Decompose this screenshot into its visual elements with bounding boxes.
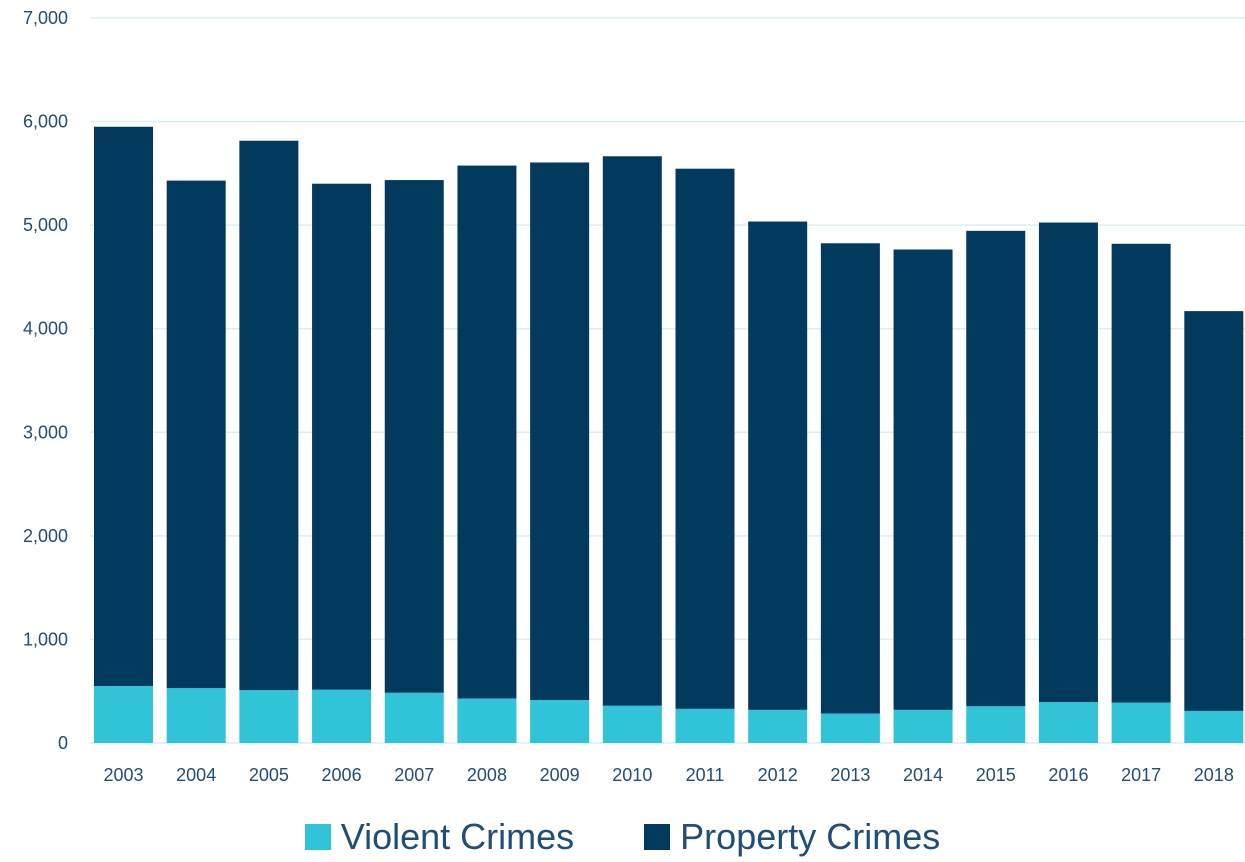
- bar-violent-2016: [1038, 702, 1098, 743]
- y-tick-label: 4,000: [23, 319, 68, 339]
- legend-swatch-property: [644, 824, 671, 850]
- bar-property-2018: [1184, 311, 1244, 711]
- bar-property-2007: [384, 180, 444, 693]
- bar-property-2008: [457, 165, 517, 699]
- y-tick-label: 5,000: [23, 215, 68, 235]
- x-tick-label: 2004: [176, 765, 216, 785]
- x-tick-label: 2010: [612, 765, 652, 785]
- bar-violent-2010: [602, 705, 662, 743]
- x-tick-label: 2011: [686, 765, 725, 785]
- y-tick-label: 6,000: [23, 112, 68, 132]
- bar-property-2013: [820, 243, 880, 714]
- stacked-bar-chart: 0 1,000 2,000 3,000 4,000 5,000 6,000 7,000 200…: [23, 8, 1245, 785]
- bar-property-2015: [966, 230, 1026, 707]
- bar-violent-2017: [1111, 702, 1171, 743]
- y-tick-label: 0: [58, 733, 68, 753]
- x-tick-label: 2016: [1048, 765, 1088, 785]
- bar-violent-2003: [94, 686, 153, 743]
- x-tick-label: 2015: [976, 765, 1016, 785]
- bar-violent-2005: [239, 690, 299, 743]
- x-tick-label: 2005: [249, 765, 289, 785]
- bar-violent-2013: [820, 713, 880, 743]
- bar-violent-2006: [312, 689, 372, 743]
- x-tick-label: 2013: [830, 765, 870, 785]
- x-tick-label: 2006: [322, 765, 362, 785]
- bars: [94, 126, 1244, 743]
- x-tick-label: 2018: [1194, 765, 1234, 785]
- y-tick-label: 7,000: [23, 8, 68, 28]
- x-tick-label: 2007: [394, 765, 434, 785]
- legend-label-property: Property Crimes: [680, 816, 941, 857]
- bar-violent-2014: [893, 709, 953, 743]
- bar-property-2016: [1038, 222, 1098, 703]
- x-tick-label: 2014: [903, 765, 943, 785]
- x-axis-ticks: 2003 2004 2005 2006 2007 2008 2009 2010 2011 2012…: [103, 765, 1233, 785]
- bar-property-2014: [893, 249, 953, 710]
- bar-property-2017: [1111, 243, 1171, 703]
- bar-violent-2007: [384, 692, 444, 743]
- legend-swatch-violent: [304, 824, 331, 850]
- bar-property-2005: [239, 140, 299, 691]
- x-tick-label: 2012: [758, 765, 798, 785]
- x-tick-label: 2003: [103, 765, 143, 785]
- bar-violent-2004: [166, 688, 226, 743]
- x-tick-label: 2008: [467, 765, 507, 785]
- bar-property-2009: [530, 162, 590, 701]
- y-tick-label: 2,000: [23, 526, 68, 546]
- legend-label-violent: Violent Crimes: [340, 816, 575, 857]
- bar-property-2006: [312, 183, 372, 690]
- bar-violent-2015: [966, 706, 1026, 743]
- x-tick-label: 2017: [1121, 765, 1161, 785]
- bar-violent-2009: [530, 700, 590, 743]
- legend-item-property: Property Crimes: [644, 819, 940, 855]
- bar-property-2012: [748, 221, 808, 710]
- bar-property-2011: [675, 168, 735, 709]
- legend-item-violent: Violent Crimes: [304, 816, 575, 857]
- bar-violent-2012: [748, 709, 808, 743]
- x-tick-label: 2009: [540, 765, 580, 785]
- legend: Violent Crimes Property Crimes: [0, 812, 1245, 862]
- bar-property-2004: [166, 180, 226, 689]
- bar-violent-2008: [457, 698, 517, 743]
- bar-property-2003: [94, 126, 153, 687]
- y-tick-label: 3,000: [23, 422, 68, 442]
- y-axis-ticks: 0 1,000 2,000 3,000 4,000 5,000 6,000 7,000: [23, 8, 68, 753]
- bar-violent-2011: [675, 708, 735, 743]
- bar-property-2010: [602, 156, 662, 706]
- bar-violent-2018: [1184, 710, 1244, 743]
- y-tick-label: 1,000: [23, 629, 68, 649]
